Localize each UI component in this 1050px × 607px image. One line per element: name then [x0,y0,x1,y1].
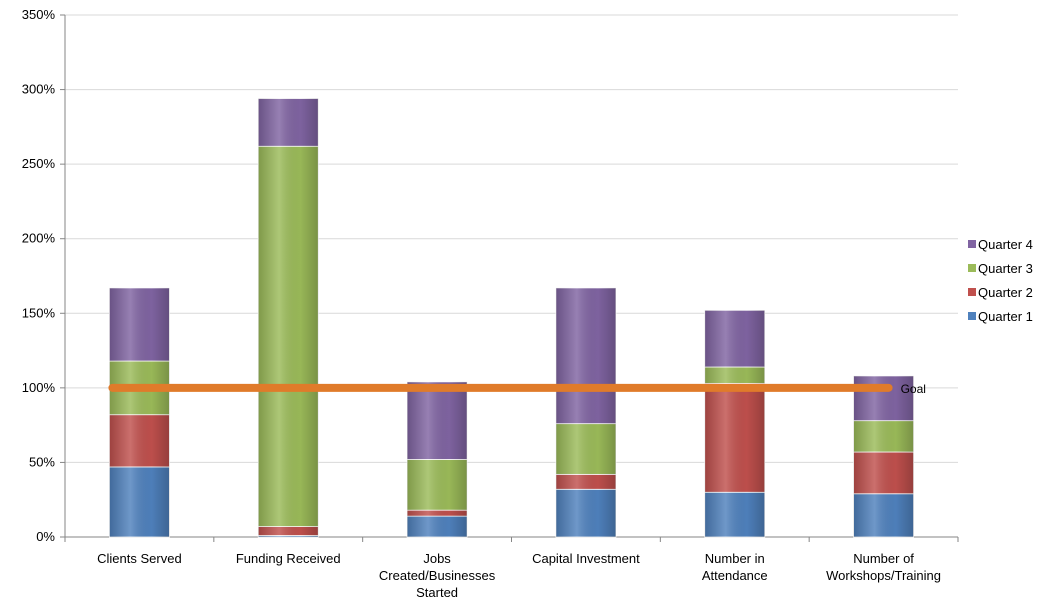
bar-segment-shading [853,375,914,421]
legend-label: Quarter 2 [978,285,1033,300]
bar-segment-shading [555,489,616,537]
bar-segment-shading [704,310,765,367]
y-tick-label: 200% [22,231,56,246]
x-category-label: Clients Served [97,551,182,566]
axis-labels: 0% 50% 100% 150% 200% 250% 300% 350% Clients Ser… [22,7,941,600]
gridlines [65,14,958,463]
y-tick-label: 100% [22,380,56,395]
bar-segment-shading [258,98,319,147]
bar-segment-shading [407,510,468,517]
legend-swatch [968,312,976,320]
legend-swatch [968,240,976,248]
bar-segment-shading [555,287,616,424]
legend-swatch [968,264,976,272]
legend-label: Quarter 3 [978,261,1033,276]
x-category-label: Funding Received [236,551,341,566]
bar-segment-shading [109,414,170,467]
bar-segment-shading [704,383,765,493]
y-tick-label: 250% [22,156,56,171]
bar-segment-shading [109,287,170,362]
legend-label: Quarter 4 [978,237,1033,252]
bar-segment-shading [258,535,319,537]
y-tick-label: 150% [22,305,56,320]
bar-segment-shading [853,451,914,494]
bars [109,98,914,538]
y-tick-label: 350% [22,7,56,22]
bar-segment-shading [704,366,765,384]
bar-segment-shading [555,474,616,490]
bar-segment-shading [258,146,319,527]
legend-label: Quarter 1 [978,309,1033,324]
goal-label: Goal [901,382,926,396]
y-tick-label: 0% [36,529,55,544]
goal-line-group: Goal [108,382,926,396]
bar-segment-shading [407,381,468,460]
x-category-label: Jobs Created/Businesses Started [379,551,496,600]
x-category-label: Number of Workshops/Training [826,551,941,583]
bar-segment-shading [407,516,468,537]
bar-segment-shading [853,493,914,537]
bar-segment-shading [853,420,914,452]
axes [60,14,959,542]
bar-segment-shading [555,423,616,475]
bar-segment-shading [407,459,468,511]
bar-segment-shading [704,492,765,537]
legend: Quarter 4 Quarter 3 Quarter 2 Quarter 1 [968,237,1033,324]
y-tick-label: 50% [29,454,55,469]
x-category-label: Capital Investment [532,551,640,566]
x-category-label: Number in Attendance [702,551,768,583]
y-tick-label: 300% [22,82,56,97]
legend-swatch [968,288,976,296]
bar-segment-shading [258,526,319,536]
bar-segment-shading [109,466,170,537]
